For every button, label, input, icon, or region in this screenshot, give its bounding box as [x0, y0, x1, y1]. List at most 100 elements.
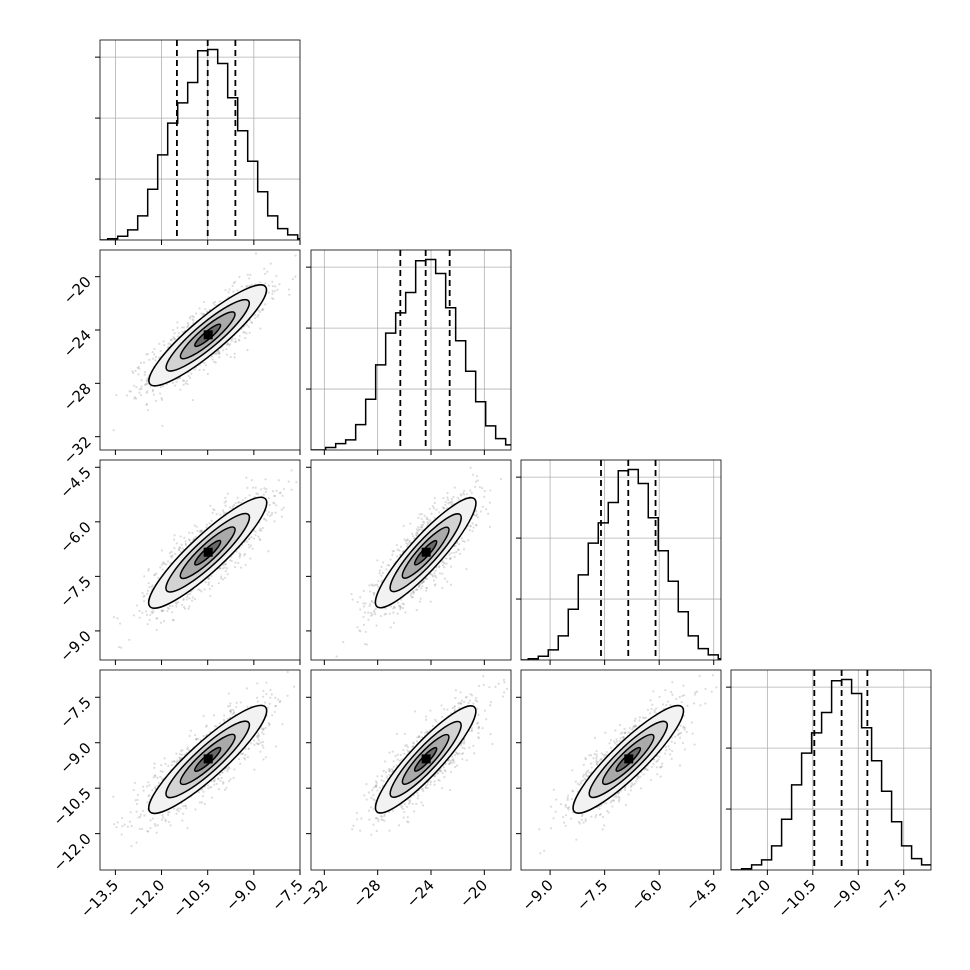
scatter-point — [683, 726, 687, 729]
scatter-point — [182, 606, 186, 609]
scatter-point — [268, 702, 271, 705]
scatter-point — [169, 338, 172, 341]
scatter-point — [367, 611, 370, 614]
scatter-point — [488, 686, 491, 689]
scatter-point — [246, 756, 250, 759]
scatter-point — [255, 735, 259, 738]
scatter-point — [469, 466, 472, 469]
scatter-point — [274, 745, 278, 748]
scatter-point — [595, 763, 598, 766]
scatter-point — [450, 497, 454, 500]
scatter-point — [147, 567, 150, 571]
scatter-point — [174, 601, 177, 604]
x-tick-label: −12.0 — [123, 876, 168, 921]
scatter-point — [429, 519, 432, 522]
scatter-point — [442, 506, 445, 510]
scatter-point — [146, 352, 149, 356]
scatter-point — [170, 763, 173, 767]
scatter-point — [270, 513, 273, 516]
scatter-point — [225, 567, 229, 570]
panel-frame — [99, 39, 301, 241]
scatter-point — [440, 704, 443, 707]
scatter-point — [451, 758, 454, 761]
scatter-point — [183, 753, 186, 756]
scatter-point — [145, 382, 148, 385]
scatter-point — [473, 752, 476, 755]
scatter-point — [624, 803, 628, 807]
scatter-point — [137, 816, 140, 819]
scatter-point — [173, 338, 177, 341]
scatter-point — [266, 706, 270, 709]
scatter-point — [564, 824, 567, 827]
scatter-point — [209, 504, 212, 507]
scatter-point — [436, 771, 439, 775]
scatter-point — [217, 777, 220, 780]
scatter-point — [401, 602, 404, 605]
scatter-point — [237, 500, 241, 504]
scatter-point — [203, 361, 206, 365]
histogram-step-line — [521, 468, 721, 660]
scatter-point — [412, 591, 415, 594]
scatter-point — [463, 540, 466, 543]
scatter-point — [156, 776, 159, 779]
scatter-point — [475, 513, 479, 516]
scatter-point — [396, 548, 399, 551]
scatter-point — [187, 374, 190, 378]
scatter-point — [223, 501, 226, 504]
scatter-point — [598, 759, 601, 762]
scatter-point — [404, 539, 407, 542]
scatter-point — [417, 516, 420, 519]
scatter-point — [609, 801, 613, 804]
scatter-point — [254, 486, 257, 489]
scatter-point — [187, 538, 191, 541]
scatter-point — [264, 726, 267, 729]
scatter-point — [370, 796, 373, 799]
scatter-point — [176, 759, 179, 762]
scatter-point — [363, 642, 367, 646]
scatter-point — [476, 479, 479, 482]
scatter-point — [196, 529, 199, 533]
scatter-point — [212, 714, 216, 717]
scatter-point — [608, 742, 611, 745]
scatter-point — [446, 708, 449, 711]
scatter-point — [193, 597, 197, 601]
scatter-point — [373, 609, 376, 612]
scatter-point — [474, 697, 478, 700]
scatter-point — [609, 746, 613, 749]
scatter-point — [582, 763, 585, 766]
scatter-point — [161, 770, 164, 773]
scatter-point — [258, 537, 261, 541]
scatter-point — [671, 681, 674, 684]
scatter-point — [171, 328, 175, 332]
scatter-point — [234, 561, 237, 564]
scatter-point — [505, 687, 509, 690]
scatter-point — [418, 735, 421, 739]
scatter-point — [335, 655, 338, 658]
scatter-point — [223, 576, 227, 579]
scatter-point — [237, 501, 240, 504]
scatter-point — [665, 749, 668, 752]
scatter-point — [453, 706, 456, 709]
scatter-point — [615, 740, 618, 743]
scatter-point — [140, 379, 143, 382]
scatter-point — [246, 486, 249, 489]
scatter-point — [159, 621, 163, 624]
scatter-point — [402, 748, 405, 752]
scatter-point — [227, 692, 230, 695]
scatter-point — [141, 809, 145, 813]
scatter-point — [181, 547, 184, 550]
scatter-point — [238, 275, 241, 279]
scatter-point — [397, 604, 401, 608]
scatter-point — [434, 574, 437, 577]
scatter-point — [240, 566, 243, 569]
scatter-point — [271, 292, 274, 295]
scatter-point — [465, 695, 468, 699]
scatter-point — [482, 683, 485, 686]
scatter-point — [396, 758, 399, 761]
scatter-point — [232, 282, 235, 285]
scatter-point — [162, 384, 165, 388]
panel-frame — [520, 669, 722, 871]
scatter-panel-2-1 — [306, 459, 512, 665]
scatter-point — [380, 818, 383, 821]
scatter-point — [595, 755, 598, 758]
